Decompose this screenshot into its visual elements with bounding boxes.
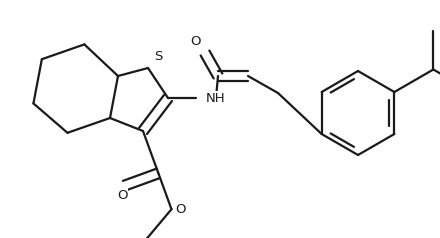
Text: S: S [154, 50, 162, 63]
Text: O: O [117, 188, 128, 202]
Text: O: O [176, 203, 186, 216]
Text: NH: NH [206, 91, 226, 104]
Text: O: O [191, 35, 201, 48]
